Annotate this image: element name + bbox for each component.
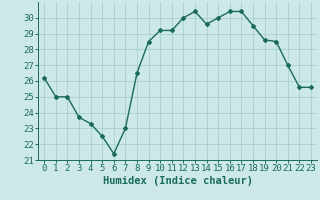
X-axis label: Humidex (Indice chaleur): Humidex (Indice chaleur) — [103, 176, 252, 186]
